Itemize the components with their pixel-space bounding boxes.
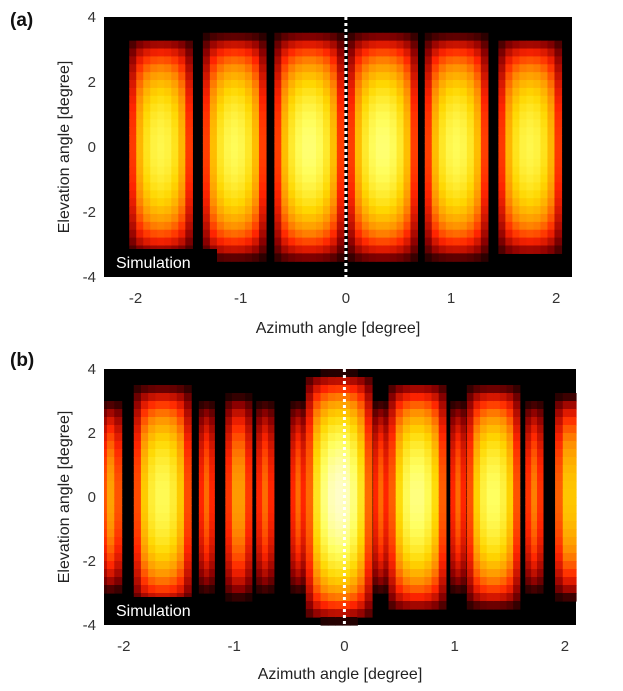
chart-b: Simulation -2 -1 0 1 2 -4 -2 0 2 4 Azimuth angle [d… — [56, 361, 577, 683]
y-axis-title: Elevation angle [degree] — [56, 61, 73, 234]
heatmap-lobe — [373, 401, 390, 594]
x-tick-label: 0 — [342, 290, 350, 307]
heatmap-lobe — [424, 32, 489, 262]
simulation-label: Simulation — [110, 597, 217, 621]
heatmap-lobe — [498, 40, 563, 254]
simulation-label: Simulation — [110, 249, 217, 273]
x-tick-label: -2 — [117, 638, 130, 655]
x-axis-title: Azimuth angle [degree] — [258, 666, 423, 683]
x-tick-label: 2 — [561, 638, 569, 655]
panel-b-letter: (b) — [10, 350, 35, 371]
heatmap-lobe — [388, 385, 447, 610]
heatmap-lobe — [450, 401, 467, 594]
y-axis-title: Elevation angle [degree] — [56, 411, 73, 584]
simulation-label-text: Simulation — [116, 603, 191, 620]
heatmap-lobe — [225, 393, 253, 602]
heatmap-lobe — [104, 401, 123, 594]
y-tick-label: -2 — [83, 553, 96, 570]
heatmap-lobe — [198, 401, 215, 594]
y-tick-label: 0 — [88, 139, 96, 156]
x-tick-label: 2 — [552, 290, 560, 307]
heatmap-lobe — [466, 385, 521, 610]
panel-a-letter: (a) — [10, 10, 34, 31]
heatmap-lobe — [274, 32, 345, 262]
y-tick-label: -2 — [83, 204, 96, 221]
y-tick-label: 0 — [88, 489, 96, 506]
y-tick-label: -4 — [83, 269, 96, 286]
x-axis-title: Azimuth angle [degree] — [256, 320, 421, 337]
heatmap-lobe — [555, 393, 577, 602]
y-tick-label: -4 — [83, 617, 96, 634]
x-tick-label: -1 — [227, 638, 240, 655]
heatmap-lobe — [133, 385, 192, 610]
x-tick-label: 0 — [340, 638, 348, 655]
heatmap-lobe — [305, 369, 373, 626]
heatmap-lobe — [290, 401, 307, 594]
heatmap-lobe — [129, 40, 193, 254]
heatmap-lobe — [202, 32, 267, 262]
simulation-label-text: Simulation — [116, 255, 191, 272]
y-tick-label: 2 — [88, 425, 96, 442]
x-tick-label: 1 — [447, 290, 455, 307]
y-tick-label: 2 — [88, 74, 96, 91]
y-tick-label: 4 — [88, 9, 96, 26]
x-tick-label: 1 — [451, 638, 459, 655]
x-tick-label: -1 — [234, 290, 247, 307]
chart-a: Simulation -2 -1 0 1 2 -4 -2 0 2 4 Azimuth angle [d… — [56, 9, 572, 337]
heatmap-lobe — [525, 401, 544, 594]
heatmap-lobe — [256, 401, 275, 594]
x-tick-label: -2 — [129, 290, 142, 307]
y-tick-label: 4 — [88, 361, 96, 378]
heatmap-lobe — [347, 32, 418, 262]
